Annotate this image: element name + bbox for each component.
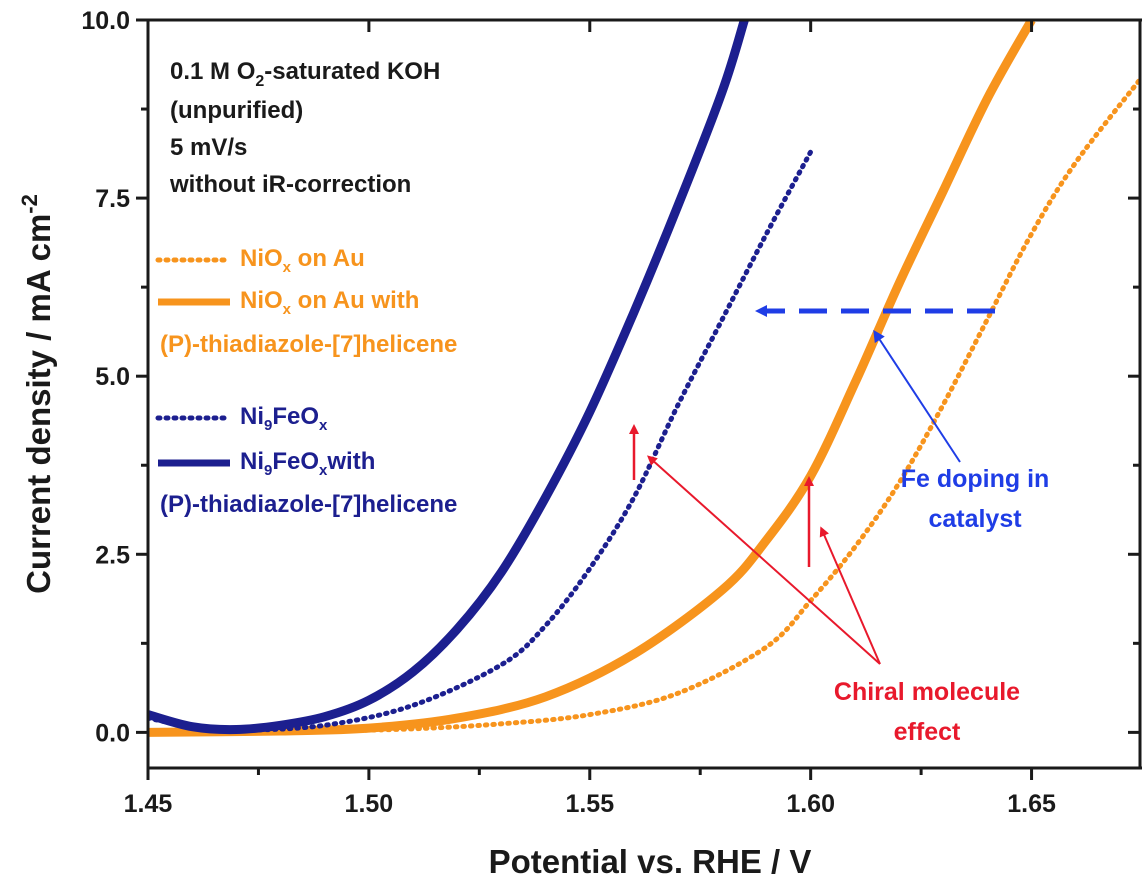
x-axis-title: Potential vs. RHE / V [489,843,812,880]
y-tick-label-4: 10.0 [81,7,130,35]
y-tick-label-2: 5.0 [95,363,130,391]
chiral-pointer-arrow-2 [819,526,881,665]
y-tick-label-3: 7.5 [95,185,130,213]
series-line-3 [148,20,749,735]
legend: NiOx on Au NiOx on Au with (P)-thiadiazo… [155,245,457,518]
fe-doping-pointer-arrow [873,329,961,463]
series-line-1 [148,20,1036,737]
x-tick-label-2: 1.55 [565,790,614,818]
conditions-block: 0.1 M O2-saturated KOH (unpurified) 5 mV… [169,58,440,198]
legend-label-nio: NiOx on Au [240,245,365,276]
chiral-label-line2: effect [894,718,961,746]
x-tick-label-4: 1.65 [1007,790,1056,818]
series-line-2 [148,149,814,733]
condition-correction: without iR-correction [169,171,411,198]
y-tick-label-1: 2.5 [95,541,130,569]
fe-doping-annotation: Fe doping in catalyst [755,305,1050,533]
chiral-pointer-arrow-1 [647,455,881,665]
chiral-annotation: Chiral molecule effect [629,424,1020,746]
condition-electrolyte: 0.1 M O2-saturated KOH [170,58,440,90]
condition-scan-rate: 5 mV/s [170,134,247,161]
legend-label-nife: Ni9FeOx [240,403,328,434]
x-tick-label-0: 1.45 [124,790,173,818]
fe-doping-label-line2: catalyst [928,505,1022,533]
fe-doping-label-line1: Fe doping in [901,465,1050,493]
x-tick-label-3: 1.60 [786,790,835,818]
condition-purity: (unpurified) [170,97,303,124]
axes-layer: 0.0 2.5 5.0 7.5 10.0 1.45 1.50 1.55 1.60 1.65 [81,7,1142,818]
legend-label-nife-helicene: Ni9FeOxwith [240,448,375,479]
y-axis-title: Current density / mA cm-2 [17,194,57,594]
chiral-label-line1: Chiral molecule [834,678,1020,706]
series-layer [148,20,1142,737]
legend-label-nife-helicene-line2: (P)-thiadiazole-[7]helicene [160,491,457,518]
y-tick-label-0: 0.0 [95,719,130,747]
x-tick-label-1: 1.50 [345,790,394,818]
legend-label-nio-helicene-line2: (P)-thiadiazole-[7]helicene [160,331,457,358]
legend-label-nio-helicene: NiOx on Au with [240,287,419,318]
